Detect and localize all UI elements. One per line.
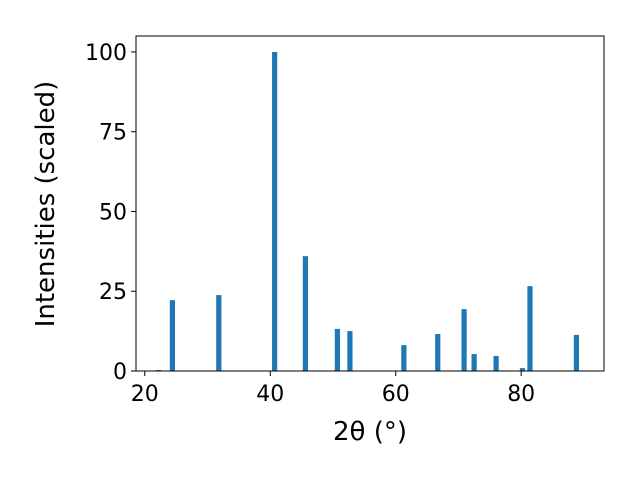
y-tick-label: 75 <box>99 121 127 146</box>
x-tick-label: 40 <box>256 382 284 407</box>
bar <box>272 51 278 371</box>
x-tick-label: 60 <box>382 382 410 407</box>
x-tick-label: 20 <box>131 382 159 407</box>
x-tick-label: 80 <box>507 382 535 407</box>
plot-frame <box>135 35 605 372</box>
bar <box>461 309 467 371</box>
bar <box>493 356 499 371</box>
bar <box>573 334 579 371</box>
bar <box>527 286 533 371</box>
bar <box>169 300 175 371</box>
bar <box>347 331 353 371</box>
y-tick-label: 0 <box>113 360 127 385</box>
y-tick-label: 50 <box>99 200 127 225</box>
bar <box>334 328 340 371</box>
y-tick-label: 100 <box>85 41 127 66</box>
x-axis-label: 2θ (°) <box>333 417 407 447</box>
bar <box>471 354 477 371</box>
y-axis-label: Intensities (scaled) <box>31 81 61 328</box>
bar <box>519 368 526 371</box>
bar <box>216 295 222 371</box>
bar <box>401 345 407 371</box>
bar <box>302 256 308 371</box>
y-tick-label: 25 <box>99 280 127 305</box>
bar <box>435 333 441 371</box>
